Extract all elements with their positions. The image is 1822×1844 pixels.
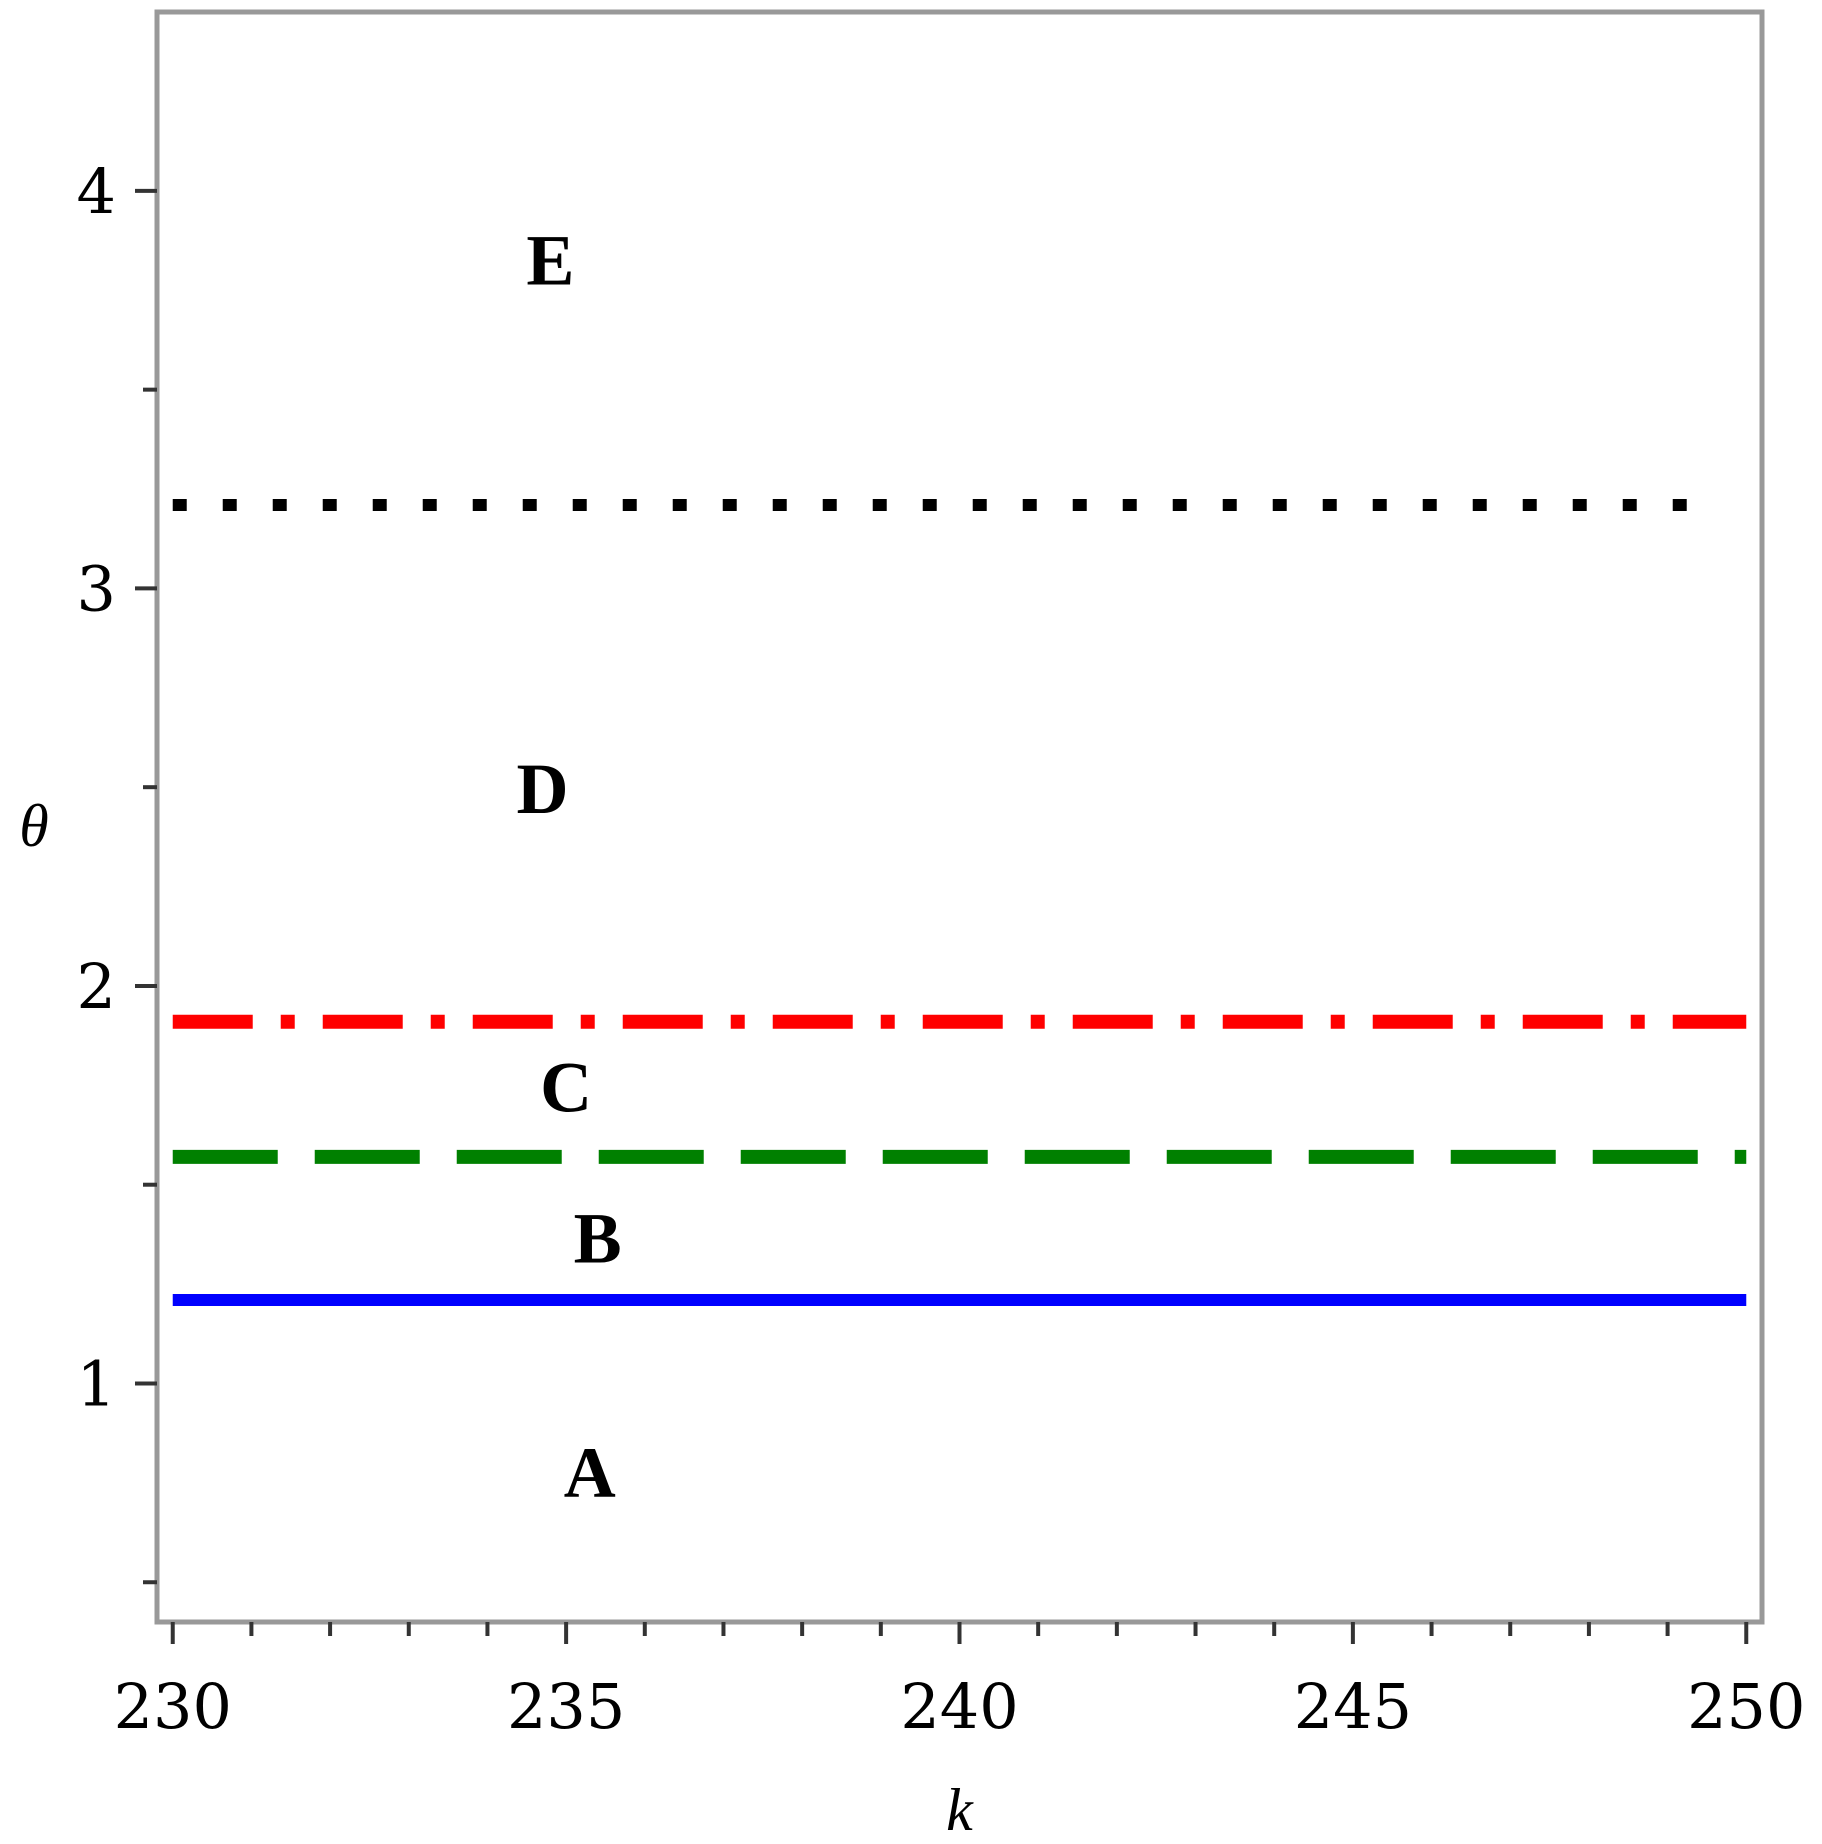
region-label-a: A (564, 1433, 616, 1513)
region-label-e: E (526, 220, 574, 300)
x-tick-label: 235 (507, 1670, 625, 1743)
x-tick-label: 245 (1294, 1670, 1412, 1743)
annotation-layer: A BC D E (517, 220, 622, 1512)
plot-frame (154, 9, 1765, 1625)
y-axis: 1 2 3 4 (77, 155, 157, 1585)
y-tick-label: 2 (77, 950, 116, 1023)
region-label-b: B (574, 1198, 622, 1278)
x-tick-label: 250 (1687, 1670, 1805, 1743)
x-axis: 230 235 240 245 250 (114, 1622, 1805, 1743)
region-label-c: C (540, 1047, 592, 1127)
plot-border (154, 9, 1765, 1625)
series-layer (172, 498, 1747, 1306)
x-tick-label: 230 (114, 1670, 232, 1743)
y-tick-label: 1 (77, 1347, 116, 1420)
y-tick-label: 3 (77, 552, 116, 625)
x-axis-title: k (946, 1777, 974, 1843)
region-label-d: D (517, 749, 569, 829)
y-axis-title: θ (19, 793, 48, 859)
x-tick-label: 240 (900, 1670, 1018, 1743)
y-tick-label: 4 (77, 155, 116, 228)
